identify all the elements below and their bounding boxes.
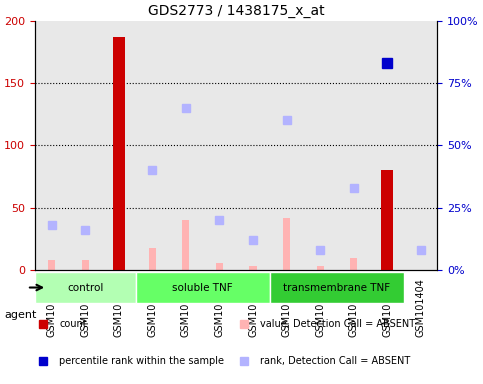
Text: rank, Detection Call = ABSENT: rank, Detection Call = ABSENT bbox=[260, 356, 411, 366]
Bar bbox=[316, 266, 324, 270]
Bar bbox=[183, 220, 189, 270]
Bar bbox=[69, 21, 102, 270]
Text: transmembrane TNF: transmembrane TNF bbox=[284, 283, 390, 293]
Text: soluble TNF: soluble TNF bbox=[172, 283, 233, 293]
FancyBboxPatch shape bbox=[136, 272, 270, 303]
Bar bbox=[203, 21, 236, 270]
Bar bbox=[236, 21, 270, 270]
Bar bbox=[350, 258, 357, 270]
Bar bbox=[149, 248, 156, 270]
Text: count: count bbox=[59, 319, 87, 329]
Bar bbox=[404, 21, 438, 270]
Bar bbox=[136, 21, 169, 270]
Bar bbox=[270, 21, 303, 270]
Bar bbox=[102, 21, 136, 270]
Bar bbox=[303, 21, 337, 270]
Text: percentile rank within the sample: percentile rank within the sample bbox=[59, 356, 224, 366]
Bar bbox=[381, 170, 393, 270]
Bar bbox=[113, 37, 125, 270]
Bar bbox=[370, 21, 404, 270]
Bar bbox=[216, 263, 223, 270]
FancyBboxPatch shape bbox=[35, 272, 136, 303]
Text: control: control bbox=[67, 283, 103, 293]
FancyBboxPatch shape bbox=[270, 272, 404, 303]
Bar bbox=[35, 21, 69, 270]
Bar bbox=[250, 266, 256, 270]
Title: GDS2773 / 1438175_x_at: GDS2773 / 1438175_x_at bbox=[148, 4, 325, 18]
Bar bbox=[169, 21, 203, 270]
Bar bbox=[283, 218, 290, 270]
Text: value, Detection Call = ABSENT: value, Detection Call = ABSENT bbox=[260, 319, 415, 329]
Text: agent: agent bbox=[5, 310, 37, 320]
Bar bbox=[48, 260, 56, 270]
Bar bbox=[337, 21, 370, 270]
Bar bbox=[82, 260, 89, 270]
